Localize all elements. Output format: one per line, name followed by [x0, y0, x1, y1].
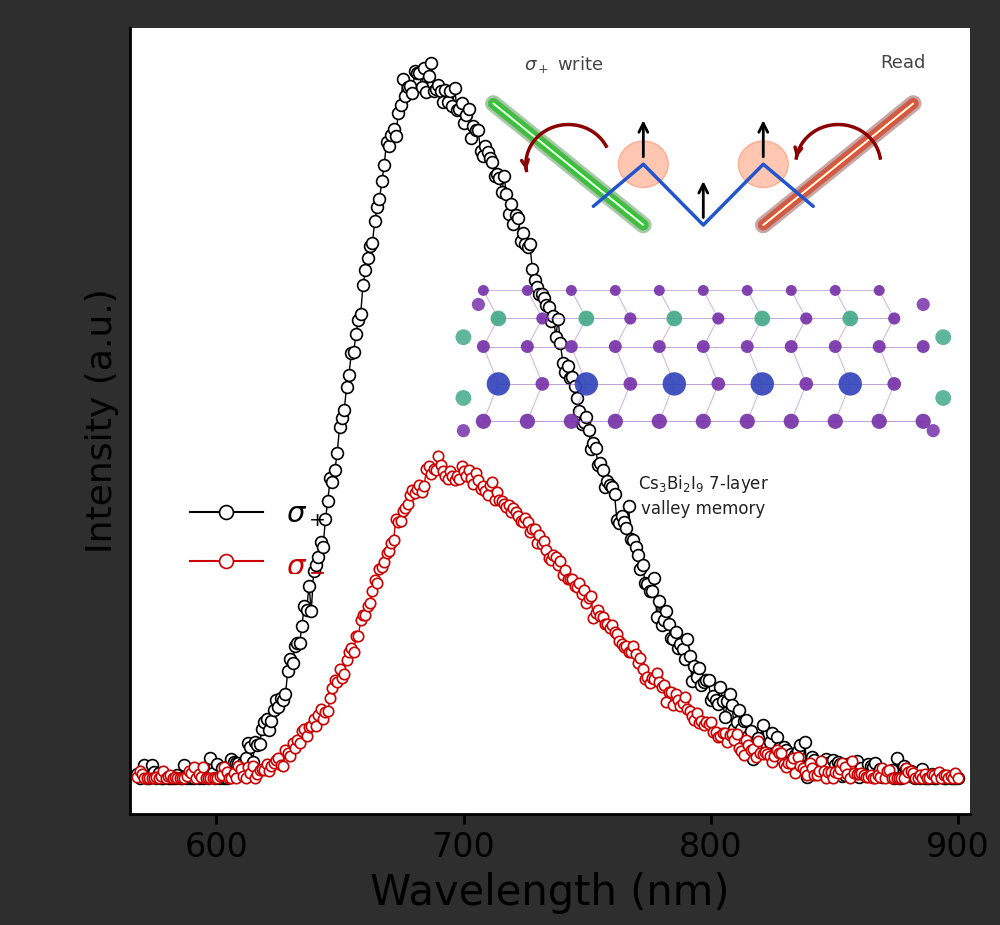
X-axis label: Wavelength (nm): Wavelength (nm) — [370, 872, 730, 914]
Legend: $\sigma_+$, $\sigma_-$: $\sigma_+$, $\sigma_-$ — [178, 488, 337, 589]
Y-axis label: Intensity (a.u.): Intensity (a.u.) — [85, 289, 119, 553]
